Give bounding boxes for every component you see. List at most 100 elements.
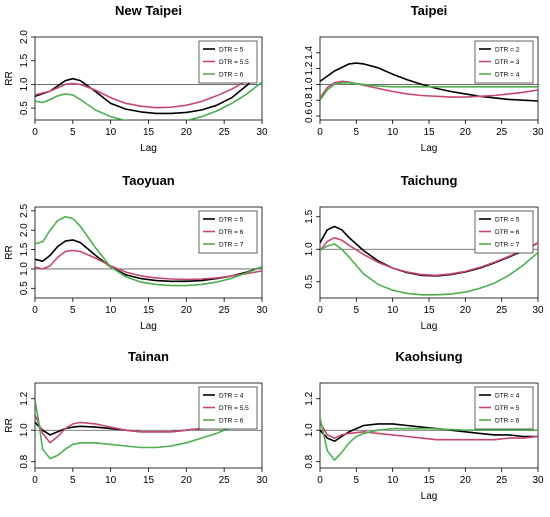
x-tick-label: 30 <box>532 475 544 486</box>
x-tick-label: 20 <box>460 475 472 486</box>
y-tick-label: 0.8 <box>19 454 30 468</box>
legend-entry: DTR = 6 <box>495 417 520 424</box>
x-tick-label: 10 <box>105 127 117 138</box>
x-tick-label: 0 <box>317 475 323 486</box>
x-tick-label: 30 <box>256 305 268 316</box>
x-tick-label: 10 <box>387 475 399 486</box>
x-tick-label: 25 <box>219 305 231 316</box>
y-axis-label: RR <box>4 418 15 432</box>
legend-entry: DTR = 4 <box>219 392 244 399</box>
x-tick-label: 20 <box>460 305 472 316</box>
legend-entry: DTR = 7 <box>219 241 244 248</box>
y-tick-label: 0.5 <box>19 281 30 295</box>
y-tick-label: 1.4 <box>304 45 315 59</box>
x-tick-label: 25 <box>496 127 508 138</box>
series-line-dtr-5-5 <box>35 75 255 109</box>
y-tick-label: 2.5 <box>19 203 30 217</box>
series-line-dtr-6 <box>320 417 538 461</box>
x-tick-label: 15 <box>143 305 155 316</box>
x-tick-label: 5 <box>70 305 76 316</box>
x-tick-label: 0 <box>32 305 38 316</box>
y-axis-label: RR <box>4 71 15 85</box>
x-tick-label: 10 <box>387 127 399 138</box>
chart-title: Taichung <box>401 173 458 188</box>
series-line-dtr-6 <box>35 400 248 460</box>
legend: DTR = 4 DTR = 5 DTR = 6 <box>474 386 534 430</box>
series-line-dtr-4 <box>320 423 538 442</box>
x-tick-label: 30 <box>256 475 268 486</box>
x-tick-label: 20 <box>460 127 472 138</box>
y-tick-label: 1.0 <box>19 423 30 437</box>
y-tick-label: 0.5 <box>19 101 30 115</box>
y-tick-label: 1.0 <box>304 423 315 437</box>
chart-panel-new-taipei: New Taipei 0 5 10 15 20 25 30 0.5 1.0 1.5 2.0 Lag RR D… <box>4 3 268 154</box>
legend-entry: DTR = 5 <box>219 216 244 223</box>
x-axis-label: Lag <box>140 143 157 154</box>
x-tick-label: 10 <box>105 305 117 316</box>
x-tick-label: 5 <box>70 475 76 486</box>
x-tick-label: 10 <box>387 305 399 316</box>
legend-entry: DTR = 5 <box>495 405 520 412</box>
series-line-dtr-5 <box>35 76 255 115</box>
series-line-dtr-2 <box>320 62 538 102</box>
legend: DTR = 2 DTR = 3 DTR = 4 <box>474 40 534 84</box>
chart-title: Kaohsiung <box>395 349 462 364</box>
x-tick-label: 25 <box>219 127 231 138</box>
legend-entry: DTR = 6 <box>219 71 244 78</box>
chart-title: New Taipei <box>115 3 182 18</box>
series-line-dtr-6 <box>320 236 538 277</box>
y-tick-label: 1.0 <box>19 262 30 276</box>
chart-title: Taoyuan <box>122 173 175 188</box>
x-axis-label: Lag <box>421 491 438 502</box>
x-tick-label: 15 <box>423 475 435 486</box>
series-line-dtr-7 <box>320 243 538 296</box>
series-line-dtr-4 <box>320 82 538 101</box>
x-tick-label: 0 <box>317 127 323 138</box>
y-tick-label: 1.2 <box>304 391 315 405</box>
chart-title: Taipei <box>411 3 448 18</box>
x-tick-label: 5 <box>354 127 360 138</box>
legend: DTR = 4 DTR = 5.5 DTR = 6 <box>198 386 258 430</box>
x-tick-label: 15 <box>143 127 155 138</box>
legend-entry: DTR = 2 <box>495 46 520 53</box>
y-tick-label: 1.5 <box>19 53 30 67</box>
y-tick-label: 0.8 <box>304 454 315 468</box>
y-tick-label: 2.0 <box>19 30 30 44</box>
legend-entry: DTR = 6 <box>495 229 520 236</box>
y-tick-label: 1.0 <box>19 77 30 91</box>
series-line-dtr-6 <box>35 249 262 281</box>
legend-entry: DTR = 4 <box>495 71 520 78</box>
x-axis-label: Lag <box>421 321 438 332</box>
x-tick-label: 0 <box>32 127 38 138</box>
x-tick-label: 5 <box>354 305 360 316</box>
x-axis-label: Lag <box>140 321 157 332</box>
x-tick-label: 25 <box>496 305 508 316</box>
x-tick-label: 5 <box>70 127 76 138</box>
series-line-dtr-5 <box>320 421 538 441</box>
x-tick-label: 0 <box>317 305 323 316</box>
x-tick-label: 25 <box>496 475 508 486</box>
series-line-dtr-7 <box>35 215 262 287</box>
legend-entry: DTR = 5.5 <box>219 405 249 412</box>
x-tick-label: 10 <box>105 475 117 486</box>
x-tick-label: 20 <box>181 305 193 316</box>
chart-panel-taoyuan: Taoyuan 0 5 10 15 20 25 30 0.5 1.0 1.5 2.0 2.5 Lag RR D… <box>4 173 268 332</box>
chart-panel-taipei: Taipei 0 5 10 15 20 25 30 0.6 0.8 1.0 1.2 1.4 Lag DTR … <box>304 3 544 154</box>
legend-entry: DTR = 5 <box>495 216 520 223</box>
legend-entry: DTR = 6 <box>219 229 244 236</box>
y-tick-label: 0.6 <box>304 109 315 123</box>
legend-entry: DTR = 6 <box>219 417 244 424</box>
y-tick-label: 0.5 <box>304 274 315 288</box>
x-tick-label: 30 <box>256 127 268 138</box>
chart-panel-kaohsiung: Kaohsiung 0 5 10 15 20 25 30 0.8 1.0 1.2 Lag DTR = 4… <box>304 349 544 502</box>
legend-entry: DTR = 5 <box>219 46 244 53</box>
legend: DTR = 5 DTR = 5.5 DTR = 6 <box>198 40 258 84</box>
x-tick-label: 5 <box>354 475 360 486</box>
y-tick-label: 1.5 <box>304 209 315 223</box>
y-tick-label: 1.2 <box>19 391 30 405</box>
y-tick-label: 0.8 <box>304 93 315 107</box>
x-tick-label: 0 <box>32 475 38 486</box>
